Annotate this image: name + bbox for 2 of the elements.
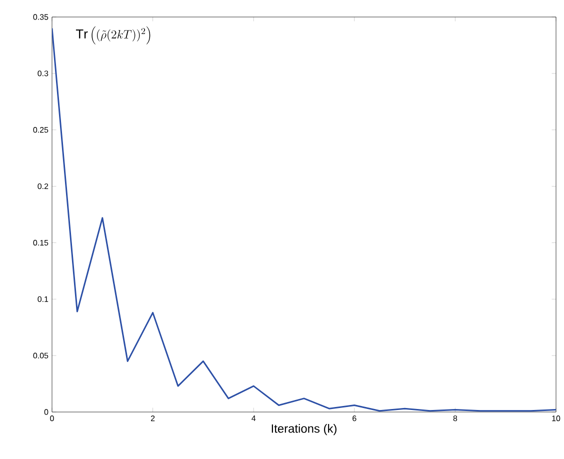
annotation: $\mathrm{Tr}\left((\tilde{\rho}(2kT))^{2}\right)$ bbox=[76, 26, 150, 44]
x-axis-title: Iterations (k) bbox=[272, 424, 336, 436]
